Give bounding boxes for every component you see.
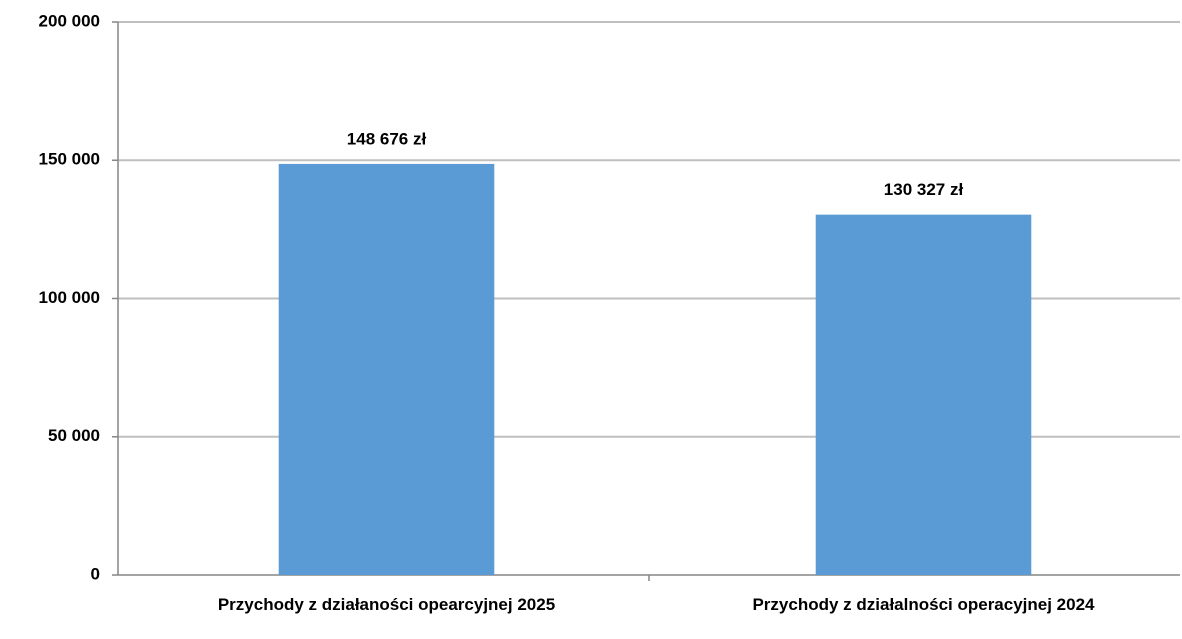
value-label: 148 676 zł: [347, 129, 427, 148]
x-tick-label: Przychody z działaności opearcyjnej 2025: [217, 595, 556, 614]
y-tick-label: 50 000: [48, 426, 100, 445]
y-tick-label: 100 000: [39, 288, 100, 307]
value-label: 130 327 zł: [884, 180, 964, 199]
y-tick-label: 200 000: [39, 11, 100, 30]
bar: [815, 214, 1032, 575]
x-tick-label: Przychody z działalności operacyjnej 202…: [752, 595, 1095, 614]
y-tick-label: 0: [91, 564, 100, 583]
bar: [278, 163, 495, 575]
y-tick-label: 150 000: [39, 150, 100, 169]
